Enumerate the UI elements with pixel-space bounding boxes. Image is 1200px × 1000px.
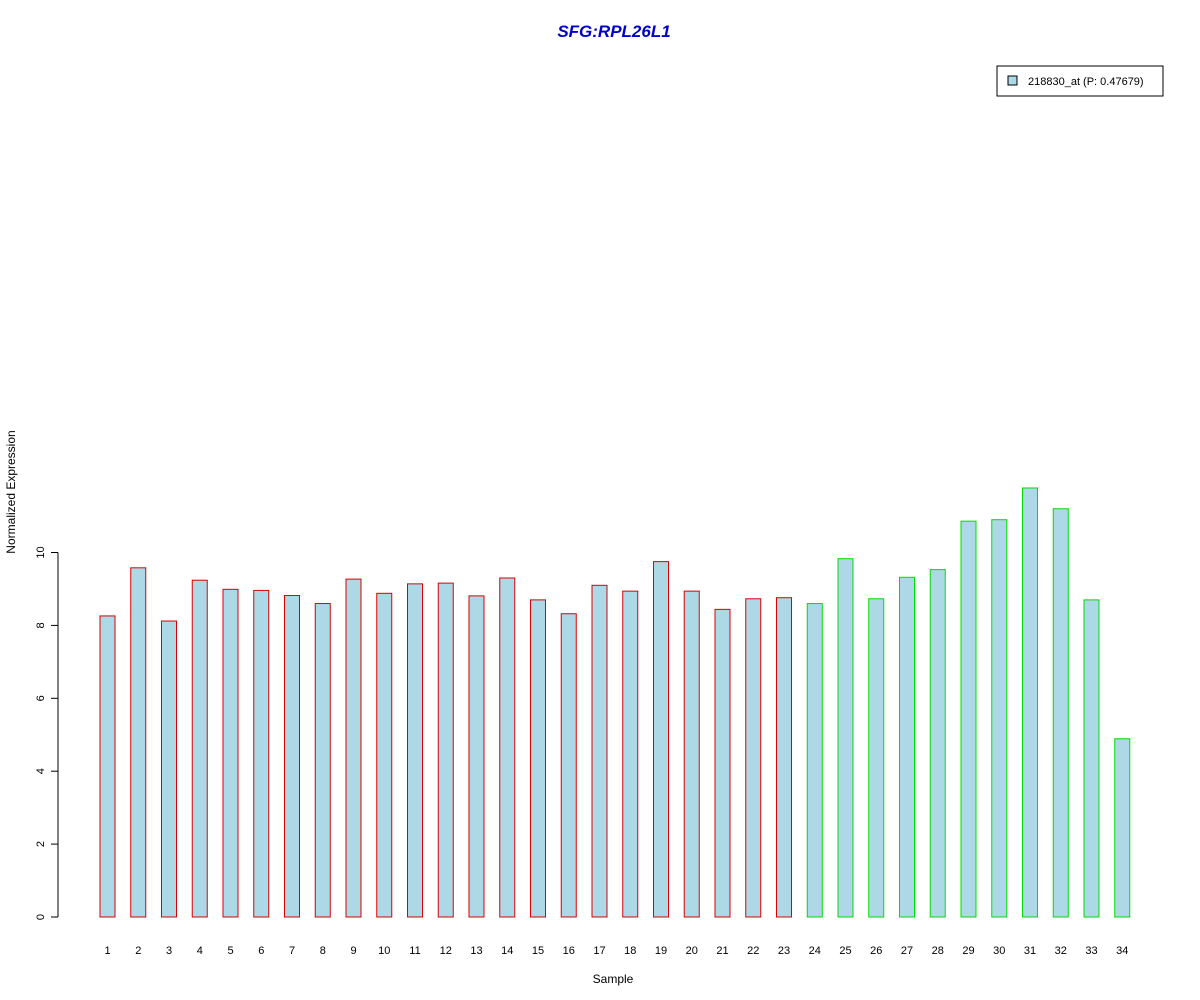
- bar-31: [1022, 487, 1038, 918]
- bar-29: [960, 520, 977, 918]
- bar-1: [99, 615, 116, 918]
- x-axis-label: Sample: [593, 972, 634, 986]
- legend-swatch: [1007, 75, 1018, 86]
- bar-7: [284, 595, 300, 918]
- bar-4: [191, 579, 208, 918]
- bar-2: [130, 567, 147, 918]
- bar-11: [407, 583, 423, 918]
- x-tick-label: 5: [227, 945, 233, 957]
- bar-34: [1114, 738, 1131, 918]
- bar-3: [161, 620, 177, 918]
- x-axis-tick-labels: 1 2 3 4 5 6 7 8 9 10 11 12 13 14 15 16 17 18 19 20 21 22 23 24 2…: [104, 945, 1128, 957]
- bar-10: [376, 592, 393, 918]
- legend-label: 218830_at (P: 0.47679): [1028, 76, 1144, 88]
- x-tick-label: 7: [289, 945, 295, 957]
- x-tick-label: 12: [440, 945, 452, 957]
- x-tick-label: 17: [593, 945, 605, 957]
- x-tick-label: 32: [1055, 945, 1067, 957]
- y-tick-label: 10: [35, 546, 47, 558]
- bar-33: [1083, 599, 1100, 918]
- x-tick-label: 15: [532, 945, 544, 957]
- x-tick-label: 34: [1116, 945, 1128, 957]
- bars: [99, 487, 1131, 918]
- x-tick-label: 8: [320, 945, 326, 957]
- bar-25: [837, 558, 854, 918]
- x-tick-label: 24: [809, 945, 821, 957]
- y-axis: 0 2 4 6 8 10: [35, 546, 59, 920]
- bar-18: [622, 590, 639, 918]
- bar-19: [653, 561, 669, 918]
- x-tick-label: 14: [501, 945, 513, 957]
- y-tick-label: 8: [35, 622, 47, 628]
- x-tick-label: 1: [104, 945, 110, 957]
- x-tick-label: 27: [901, 945, 913, 957]
- bar-30: [991, 519, 1008, 918]
- x-tick-label: 3: [166, 945, 172, 957]
- x-tick-label: 11: [409, 945, 420, 957]
- x-tick-label: 4: [197, 945, 203, 957]
- bar-32: [1052, 508, 1069, 918]
- x-tick-label: 23: [778, 945, 790, 957]
- bar-5: [222, 588, 239, 918]
- legend-box: [996, 65, 1164, 97]
- x-tick-label: 6: [258, 945, 264, 957]
- bar-22: [745, 598, 762, 918]
- y-tick-label: 0: [35, 914, 47, 920]
- chart-title: SFG:RPL26L1: [557, 22, 670, 41]
- y-tick-label: 6: [35, 695, 47, 701]
- y-axis-label: Normalized Expression: [4, 430, 18, 553]
- legend: 218830_at (P: 0.47679): [996, 65, 1164, 97]
- x-tick-label: 28: [932, 945, 944, 957]
- x-tick-label: 33: [1085, 945, 1097, 957]
- y-tick-label: 4: [35, 768, 47, 774]
- x-tick-label: 9: [350, 945, 356, 957]
- x-tick-label: 29: [962, 945, 974, 957]
- x-tick-label: 22: [747, 945, 759, 957]
- x-tick-label: 26: [870, 945, 882, 957]
- x-tick-label: 19: [655, 945, 667, 957]
- bar-21: [714, 608, 731, 918]
- bar-16: [560, 613, 577, 918]
- x-tick-label: 25: [839, 945, 851, 957]
- x-tick-label: 20: [686, 945, 698, 957]
- bar-24: [806, 603, 823, 918]
- x-tick-label: 2: [135, 945, 141, 957]
- x-tick-label: 30: [993, 945, 1005, 957]
- y-tick-label: 2: [35, 841, 47, 847]
- bar-27: [899, 576, 915, 918]
- bar-8: [314, 603, 331, 918]
- bar-26: [868, 598, 885, 918]
- x-tick-label: 18: [624, 945, 636, 957]
- bar-17: [591, 584, 608, 918]
- bar-14: [499, 577, 516, 918]
- x-tick-label: 21: [716, 945, 728, 957]
- bar-9: [345, 578, 362, 918]
- bar-6: [253, 589, 270, 918]
- bar-15: [530, 599, 546, 918]
- bar-12: [437, 582, 454, 918]
- bar-20: [683, 590, 700, 918]
- bar-23: [776, 597, 792, 918]
- bar-13: [468, 595, 485, 918]
- x-tick-label: 31: [1024, 945, 1036, 957]
- x-tick-label: 10: [378, 945, 390, 957]
- bar-28: [929, 569, 946, 918]
- x-tick-label: 16: [563, 945, 575, 957]
- x-tick-label: 13: [470, 945, 482, 957]
